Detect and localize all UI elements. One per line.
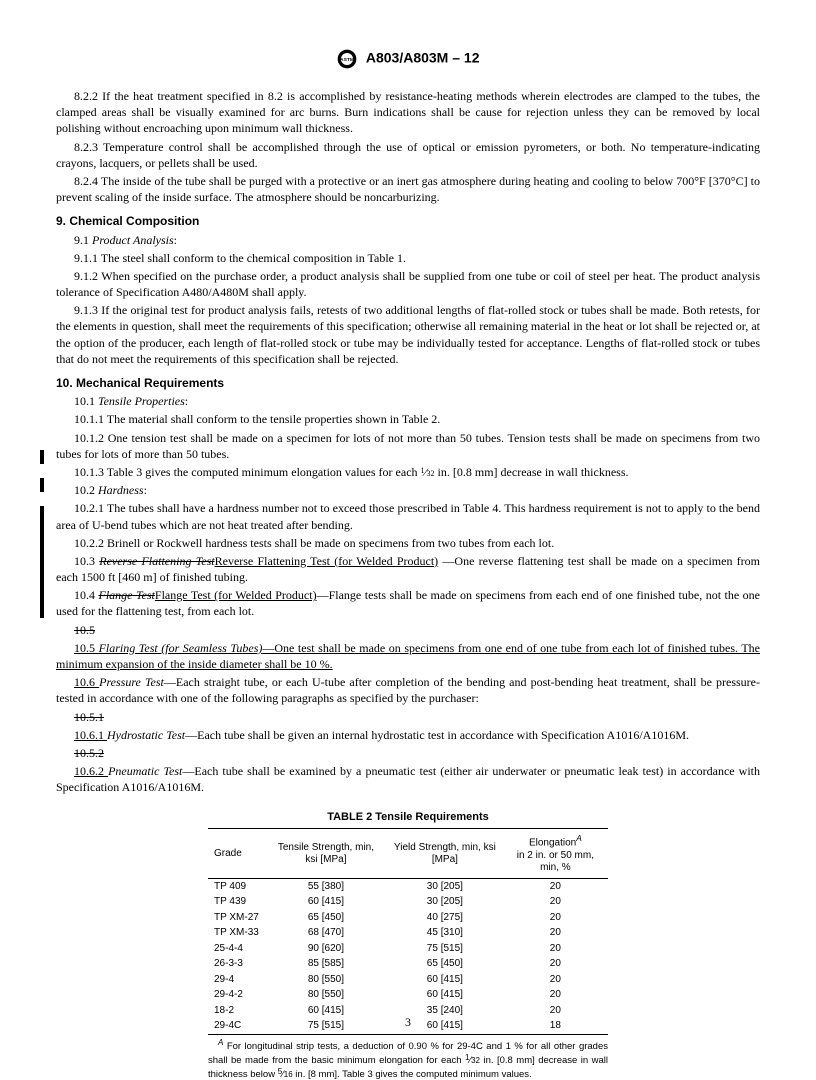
para-9-1-title: Product Analysis: [92, 233, 174, 247]
para-10-4-strike: Flange Test: [99, 588, 155, 602]
astm-logo: ASTM: [336, 48, 358, 70]
change-bar: [40, 548, 44, 576]
para-10-1-2: 10.1.2 One tension test shall be made on…: [56, 430, 760, 462]
para-8-2-4: 8.2.4 The inside of the tube shall be pu…: [56, 173, 760, 205]
th-grade: Grade: [208, 829, 265, 878]
table-2: TABLE 2 Tensile Requirements Grade Tensi…: [208, 810, 608, 1080]
page-header: ASTM A803/A803M – 12: [56, 48, 760, 70]
para-9-1-1: 9.1.1 The steel shall conform to the che…: [56, 250, 760, 266]
para-10-2: 10.2 Hardness:: [56, 482, 760, 498]
th-yield: Yield Strength, min, ksi [MPa]: [387, 829, 503, 878]
para-10-6-2: 10.6.2 Pneumatic Test—Each tube shall be…: [56, 763, 760, 795]
section-9-head: 9. Chemical Composition: [56, 213, 760, 229]
para-10-1: 10.1 Tensile Properties:: [56, 393, 760, 409]
table-row: 29-480 [550]60 [415]20: [208, 972, 608, 988]
table-row: 29-4-280 [550]60 [415]20: [208, 987, 608, 1003]
para-10-6-title: Pressure Test: [99, 675, 164, 689]
change-bar: [40, 506, 44, 548]
para-10-5-1-strike: 10.5.1: [56, 709, 760, 725]
table-row: 26-3-385 [585]65 [450]20: [208, 956, 608, 972]
th-tensile: Tensile Strength, min, ksi [MPa]: [265, 829, 387, 878]
para-10-1-1: 10.1.1 The material shall conform to the…: [56, 411, 760, 427]
para-8-2-2: 8.2.2 If the heat treatment specified in…: [56, 88, 760, 137]
para-9-1-3: 9.1.3 If the original test for product a…: [56, 302, 760, 367]
table-2-title: TABLE 2 Tensile Requirements: [208, 810, 608, 825]
para-10-6-1-title: Hydrostatic Test: [107, 728, 185, 742]
table-row: TP XM-3368 [470]45 [310]20: [208, 925, 608, 941]
table-row: TP 40955 [380]30 [205]20: [208, 878, 608, 894]
change-bar: [40, 604, 44, 618]
para-10-3-underline: Reverse Flattening Test (for Welded Prod…: [215, 554, 439, 568]
section-10-head: 10. Mechanical Requirements: [56, 375, 760, 391]
change-bar: [40, 478, 44, 492]
svg-text:ASTM: ASTM: [340, 57, 354, 63]
para-10-2-1: 10.2.1 The tubes shall have a hardness n…: [56, 500, 760, 532]
para-10-3-strike: Reverse Flattening Test: [99, 554, 214, 568]
change-bar: [40, 450, 44, 464]
para-10-5-title: Flaring Test (for Seamless Tubes): [99, 641, 263, 655]
table-row: TP 43960 [415]30 [205]20: [208, 894, 608, 910]
para-10-5: 10.5 Flaring Test (for Seamless Tubes)—O…: [56, 640, 760, 672]
para-10-6: 10.6 Pressure Test—Each straight tube, o…: [56, 674, 760, 706]
para-10-1-3: 10.1.3 Table 3 gives the computed minimu…: [56, 464, 760, 480]
th-elong: ElongationAin 2 in. or 50 mm, min, %: [503, 829, 608, 878]
para-10-5-strike: 10.5: [56, 622, 760, 638]
table-2-footnote: A For longitudinal strip tests, a deduct…: [208, 1038, 608, 1080]
para-10-3: 10.3 Reverse Flattening TestReverse Flat…: [56, 553, 760, 585]
para-10-2-title: Hardness: [98, 483, 144, 497]
table-row: 25-4-490 [620]75 [515]20: [208, 941, 608, 957]
para-10-1-title: Tensile Properties: [98, 394, 185, 408]
para-10-4: 10.4 Flange TestFlange Test (for Welded …: [56, 587, 760, 619]
para-8-2-3: 8.2.3 Temperature control shall be accom…: [56, 139, 760, 171]
para-10-6-2-title: Pneumatic Test: [108, 764, 182, 778]
para-10-6-1: 10.6.1 Hydrostatic Test—Each tube shall …: [56, 727, 760, 743]
change-bar: [40, 576, 44, 604]
page-number: 3: [0, 1014, 816, 1030]
para-10-2-2: 10.2.2 Brinell or Rockwell hardness test…: [56, 535, 760, 551]
para-10-5-2-strike: 10.5.2: [56, 745, 760, 761]
para-10-4-underline: Flange Test (for Welded Product): [155, 588, 317, 602]
designation: A803/A803M – 12: [366, 50, 480, 66]
para-9-1: 9.1 Product Analysis:: [56, 232, 760, 248]
table-row: TP XM-2765 [450]40 [275]20: [208, 910, 608, 926]
para-9-1-2: 9.1.2 When specified on the purchase ord…: [56, 268, 760, 300]
